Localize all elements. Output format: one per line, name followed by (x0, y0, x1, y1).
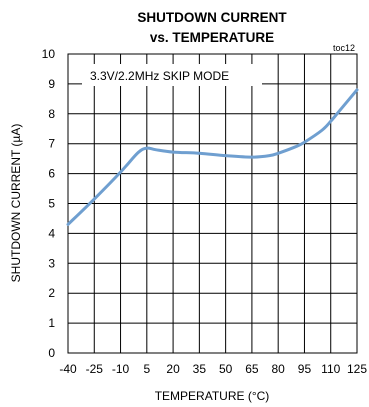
x-tick-label: 50 (219, 362, 233, 376)
tick-labels: -40 -25 -10 5 20 35 50 65 80 95 110 125 0 1 2 3 4 5 6 7 8 9 10 (42, 47, 368, 376)
y-tick-label: 3 (48, 256, 55, 270)
x-tick-label: 5 (143, 362, 150, 376)
y-axis-label: SHUTDOWN CURRENT (µA) (9, 124, 23, 283)
y-tick-label: 6 (48, 167, 55, 181)
x-tick-label: -40 (59, 362, 77, 376)
x-tick-label: 65 (245, 362, 259, 376)
x-tick-label: -25 (86, 362, 104, 376)
chart-title: SHUTDOWN CURRENT (137, 10, 287, 25)
y-tick-label: 8 (48, 107, 55, 121)
annotation-label: 3.3V/2.2MHz SKIP MODE (90, 69, 229, 83)
y-tick-label: 4 (48, 226, 55, 240)
y-tick-label: 7 (48, 137, 55, 151)
series-line (66, 88, 359, 226)
y-tick-label: 0 (48, 346, 55, 360)
x-tick-label: 110 (321, 362, 340, 376)
x-tick-label: 35 (193, 362, 207, 376)
y-tick-label: 10 (42, 47, 56, 61)
x-tick-label: 95 (298, 362, 312, 376)
plot-frame (67, 53, 358, 354)
x-tick-label: 20 (166, 362, 180, 376)
y-tick-label: 9 (48, 77, 55, 91)
y-tick-label: 1 (48, 316, 55, 330)
gridlines (68, 54, 357, 353)
annotation-box (82, 64, 262, 86)
x-tick-label: -10 (112, 362, 130, 376)
figure-id: toc12 (333, 43, 355, 53)
y-tick-label: 2 (48, 286, 55, 300)
x-tick-label: 80 (272, 362, 286, 376)
chart-subtitle: vs. TEMPERATURE (150, 30, 274, 45)
y-tick-label: 5 (48, 197, 55, 211)
x-axis-label: TEMPERATURE (°C) (155, 389, 270, 403)
x-tick-label: 125 (347, 362, 367, 376)
